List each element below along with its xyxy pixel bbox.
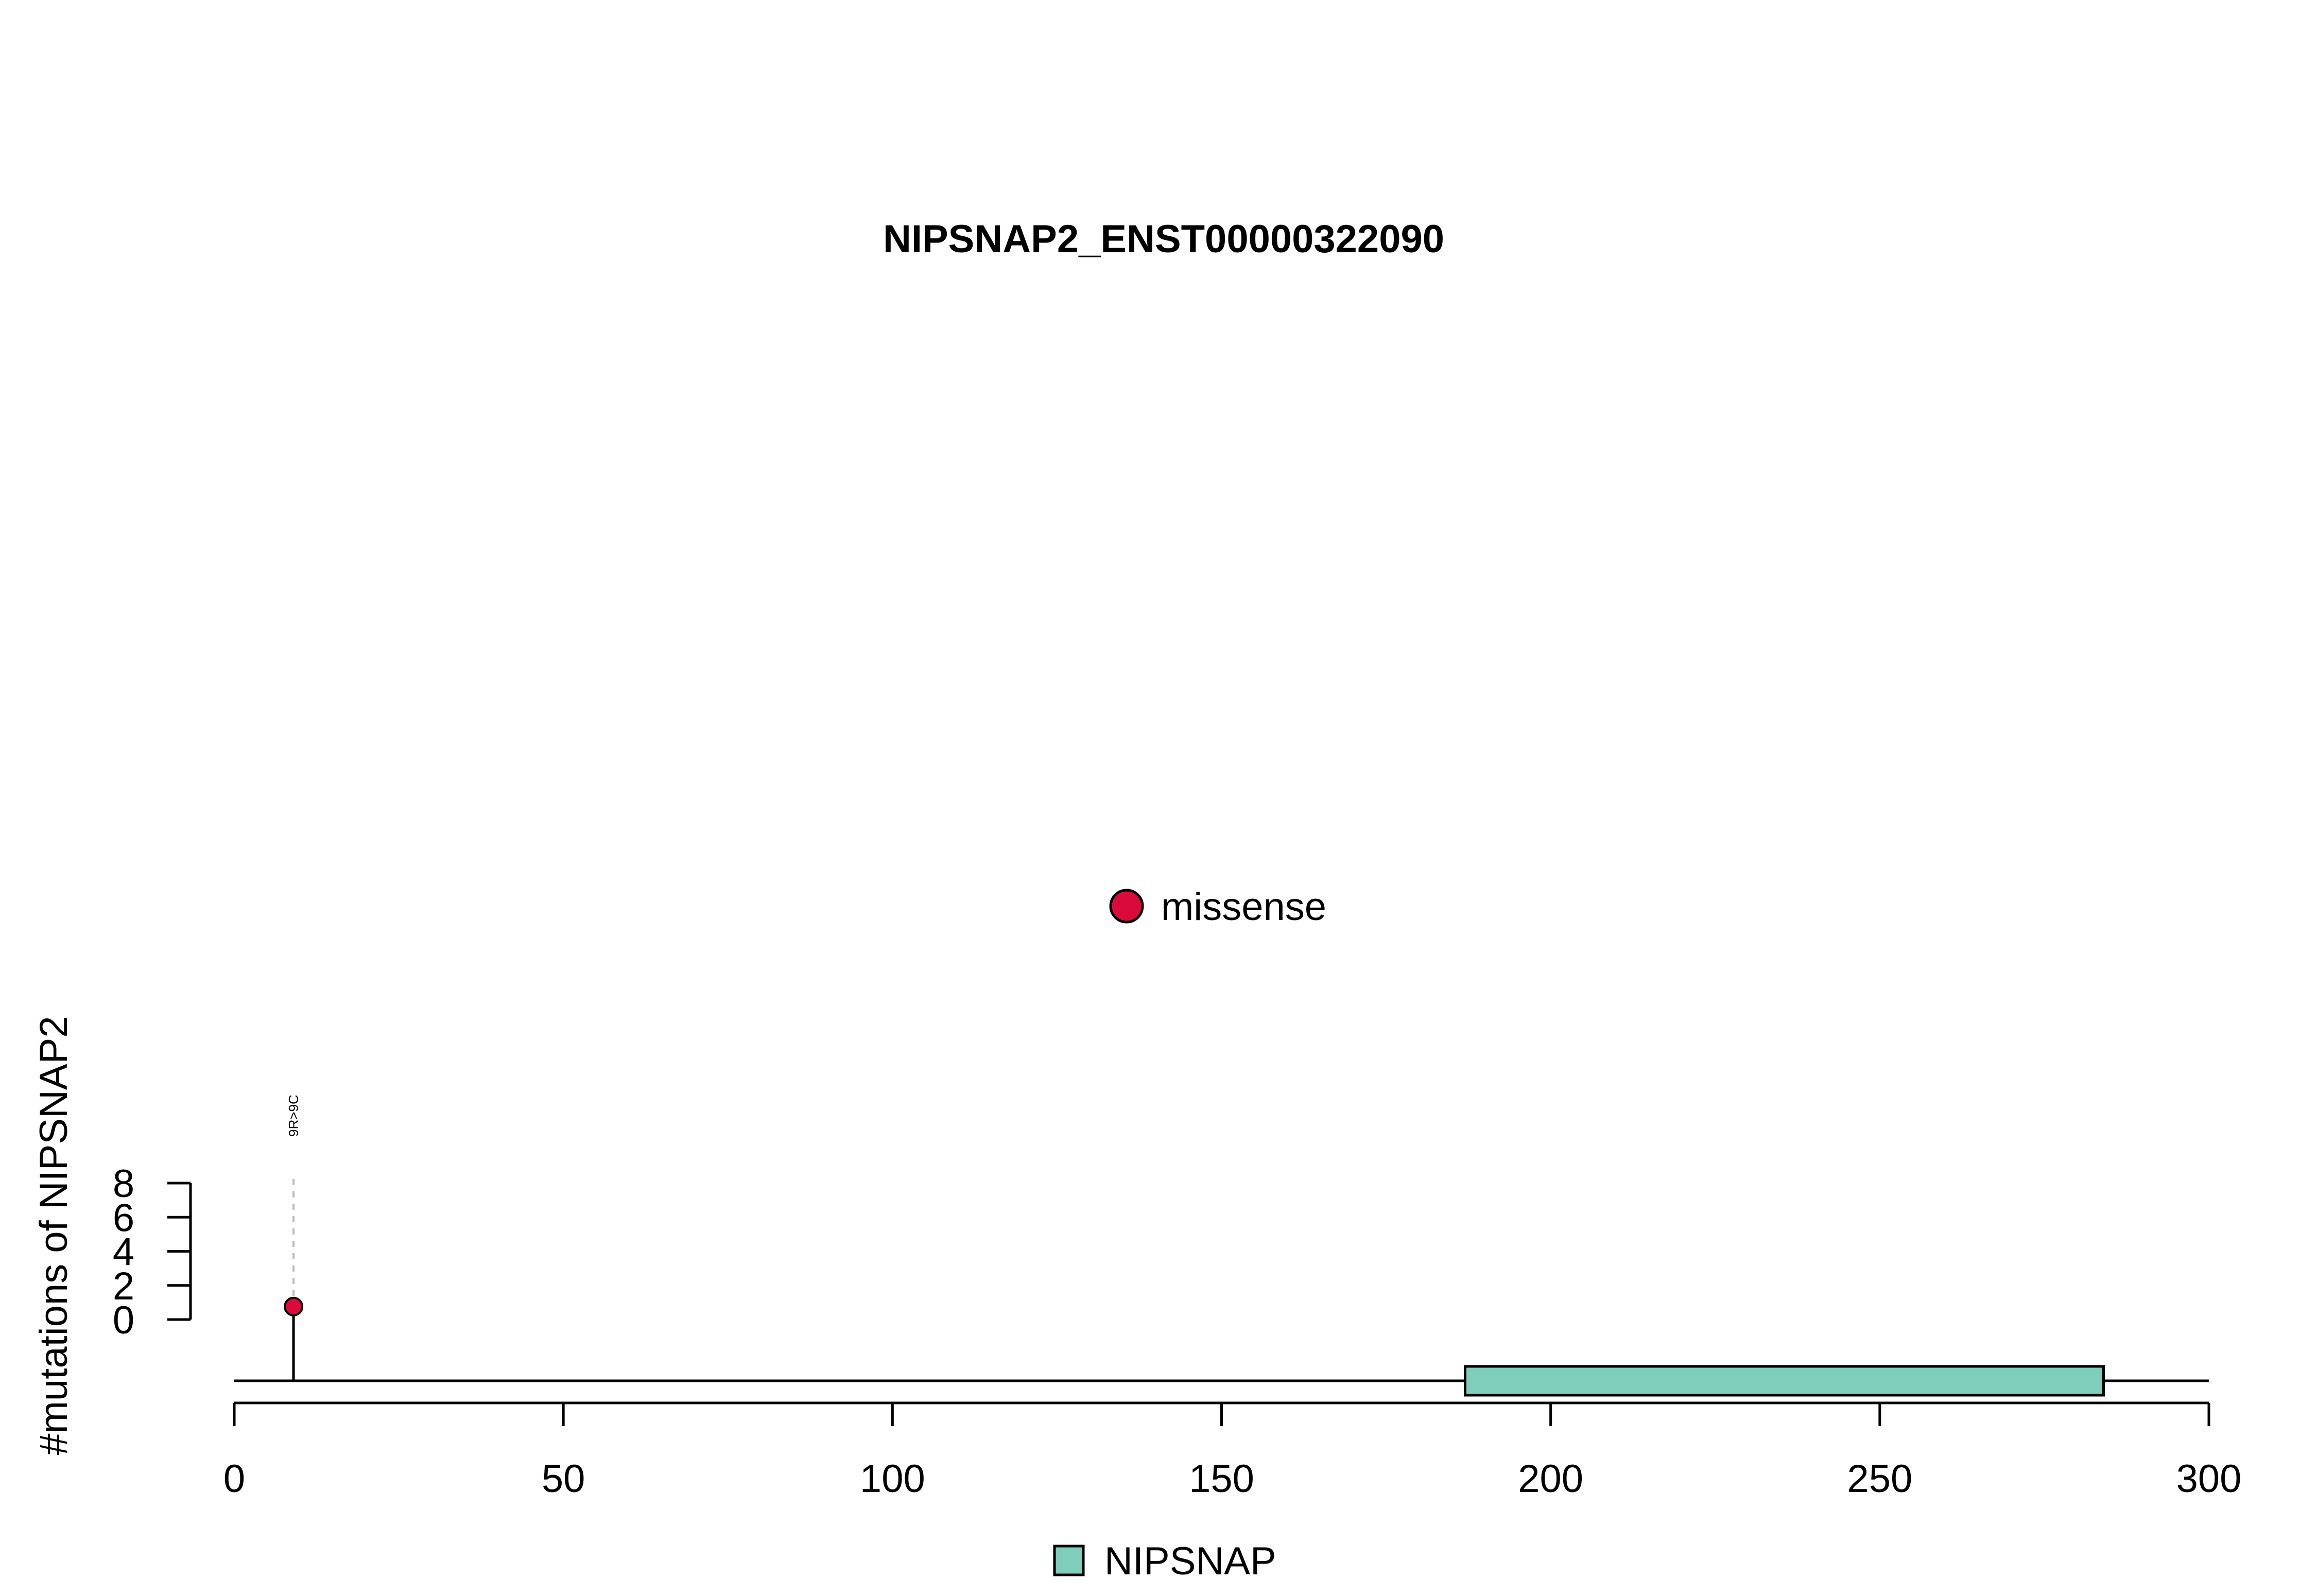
lollipop-head xyxy=(284,1296,304,1316)
x-tick-label: 0 xyxy=(223,1457,245,1501)
y-tick-label: 0 xyxy=(113,1298,134,1342)
mutation-label: 9R>9C xyxy=(286,1095,301,1137)
y-axis-label: #mutations of NIPSNAP2 xyxy=(32,1016,76,1455)
mutation-lollipops: 9R>9C xyxy=(284,1095,304,1381)
y-tick-label: 6 xyxy=(113,1196,134,1240)
x-tick-label: 250 xyxy=(1847,1457,1912,1501)
x-tick-label: 300 xyxy=(2176,1457,2242,1501)
x-axis: 0 50 100 150 200 250 300 xyxy=(223,1401,2242,1501)
mutation-legend: missense xyxy=(1109,885,1326,929)
chart-title: NIPSNAP2_ENST00000322090 xyxy=(883,217,1444,261)
legend-missense-label: missense xyxy=(1161,885,1326,929)
legend-domain-swatch xyxy=(1053,1545,1085,1576)
legend-missense-marker xyxy=(1109,889,1144,924)
legend-domain-label: NIPSNAP xyxy=(1104,1539,1276,1583)
x-tick-label: 100 xyxy=(860,1457,925,1501)
y-tick-label: 4 xyxy=(113,1230,134,1274)
x-tick-label: 200 xyxy=(1518,1457,1583,1501)
domain-legend: NIPSNAP xyxy=(1053,1539,1276,1583)
domains xyxy=(1463,1365,2105,1397)
y-tick-label: 2 xyxy=(113,1264,134,1308)
x-tick-label: 150 xyxy=(1189,1457,1254,1501)
y-tick-label: 8 xyxy=(113,1162,134,1206)
domain-box xyxy=(1463,1365,2105,1397)
x-tick-label: 50 xyxy=(542,1457,585,1501)
